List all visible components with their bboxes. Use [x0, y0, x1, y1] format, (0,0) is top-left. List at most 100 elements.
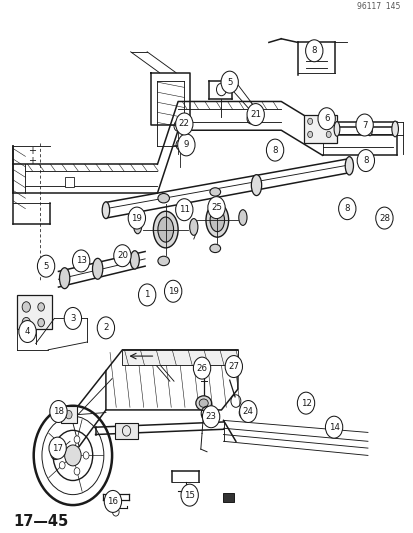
Text: 13: 13 [76, 256, 86, 265]
Circle shape [356, 150, 374, 172]
Circle shape [305, 40, 322, 62]
Circle shape [64, 445, 81, 466]
Text: 8: 8 [344, 204, 349, 213]
Circle shape [22, 302, 30, 312]
Text: 25: 25 [211, 203, 221, 212]
Ellipse shape [195, 396, 211, 410]
FancyBboxPatch shape [303, 115, 336, 143]
Text: 19: 19 [167, 287, 178, 296]
Circle shape [193, 357, 210, 379]
Ellipse shape [153, 211, 178, 248]
Circle shape [74, 467, 80, 475]
Text: +: + [28, 156, 36, 166]
Circle shape [50, 400, 67, 423]
Ellipse shape [251, 175, 261, 196]
Text: 20: 20 [116, 251, 128, 260]
Text: +: + [28, 146, 36, 156]
Text: 16: 16 [107, 497, 118, 506]
Circle shape [114, 245, 131, 266]
Circle shape [49, 437, 66, 459]
Text: 18: 18 [53, 407, 64, 416]
FancyBboxPatch shape [17, 295, 52, 329]
Circle shape [175, 113, 192, 135]
Circle shape [97, 317, 114, 339]
Text: 2: 2 [103, 324, 108, 333]
Ellipse shape [157, 217, 173, 242]
Text: 17: 17 [52, 443, 63, 453]
Text: 17—45: 17—45 [13, 514, 68, 529]
Circle shape [247, 103, 264, 126]
Circle shape [83, 452, 89, 459]
Ellipse shape [59, 268, 70, 289]
Ellipse shape [209, 208, 224, 232]
FancyBboxPatch shape [60, 406, 77, 423]
Circle shape [64, 308, 81, 329]
Circle shape [38, 303, 44, 311]
Text: 4: 4 [25, 327, 30, 336]
Ellipse shape [209, 188, 220, 196]
Text: 22: 22 [178, 119, 189, 128]
Circle shape [307, 118, 312, 125]
Circle shape [19, 320, 36, 343]
Text: 26: 26 [196, 364, 207, 373]
Circle shape [325, 416, 342, 438]
Ellipse shape [130, 251, 139, 269]
Circle shape [375, 207, 392, 229]
Circle shape [338, 198, 355, 220]
Ellipse shape [133, 217, 142, 234]
Circle shape [239, 400, 256, 423]
Circle shape [59, 462, 65, 469]
Text: 6: 6 [323, 114, 329, 123]
Text: 19: 19 [131, 214, 142, 223]
Circle shape [164, 280, 181, 302]
Circle shape [175, 199, 192, 221]
Text: 9: 9 [183, 140, 189, 149]
Ellipse shape [157, 256, 169, 265]
Text: 12: 12 [300, 399, 311, 408]
Text: 28: 28 [378, 214, 389, 223]
Ellipse shape [333, 122, 339, 136]
Text: 15: 15 [184, 491, 195, 499]
Circle shape [72, 250, 90, 272]
Text: 23: 23 [205, 412, 216, 421]
FancyBboxPatch shape [64, 177, 74, 187]
Circle shape [317, 108, 335, 130]
Text: 3: 3 [70, 314, 76, 323]
Text: 14: 14 [328, 423, 339, 432]
Polygon shape [122, 350, 237, 366]
Circle shape [59, 442, 65, 449]
Circle shape [207, 197, 225, 219]
Circle shape [297, 392, 314, 414]
Ellipse shape [367, 122, 372, 136]
Circle shape [325, 131, 330, 138]
Ellipse shape [391, 121, 397, 137]
Text: 21: 21 [249, 110, 261, 119]
Text: 11: 11 [178, 205, 189, 214]
Circle shape [38, 318, 44, 327]
Circle shape [266, 139, 283, 161]
Text: 1: 1 [144, 290, 150, 300]
Ellipse shape [92, 259, 102, 279]
Ellipse shape [238, 209, 247, 225]
Text: 8: 8 [311, 46, 316, 55]
Circle shape [202, 406, 219, 427]
Circle shape [65, 410, 72, 419]
Circle shape [307, 131, 312, 138]
Circle shape [104, 490, 121, 512]
Ellipse shape [199, 399, 208, 407]
Circle shape [74, 436, 80, 443]
Ellipse shape [157, 193, 169, 203]
Text: 5: 5 [43, 262, 49, 271]
Text: 7: 7 [361, 120, 366, 130]
Circle shape [138, 284, 155, 306]
Circle shape [177, 134, 195, 156]
Circle shape [325, 118, 330, 125]
Ellipse shape [102, 202, 109, 219]
Text: 24: 24 [242, 407, 253, 416]
Circle shape [128, 207, 145, 229]
Text: 8: 8 [272, 146, 277, 155]
FancyBboxPatch shape [222, 493, 234, 503]
Circle shape [225, 356, 242, 377]
Ellipse shape [209, 244, 220, 253]
Circle shape [180, 484, 198, 506]
